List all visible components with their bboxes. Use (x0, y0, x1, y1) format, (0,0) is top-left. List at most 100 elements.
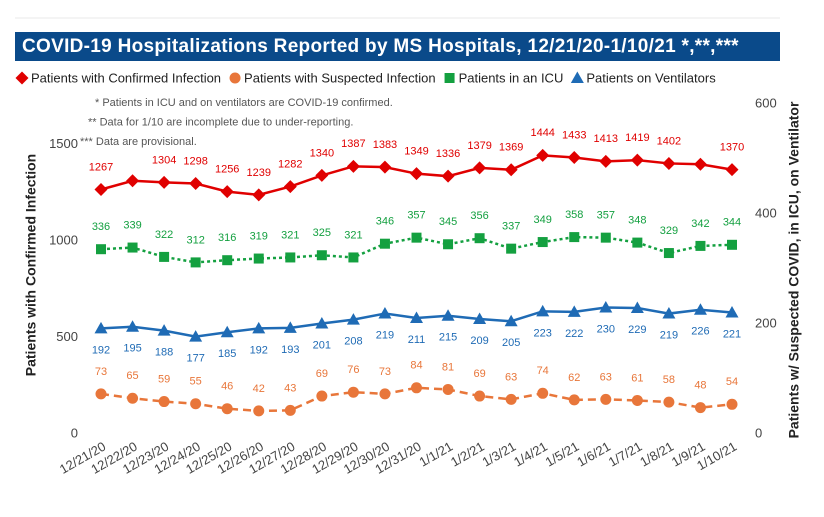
data-label: 81 (442, 361, 454, 373)
marker (662, 307, 676, 319)
data-label: 201 (313, 339, 331, 351)
marker (316, 390, 328, 402)
data-label: 1387 (341, 138, 365, 150)
series-line (100, 386, 733, 413)
data-label: 69 (473, 368, 485, 380)
marker (473, 161, 487, 175)
data-label: 205 (502, 337, 520, 349)
marker (725, 163, 739, 177)
data-label: 226 (691, 326, 709, 338)
y-axis-title: Patients with Confirmed Infection (23, 154, 39, 376)
data-label: 349 (534, 214, 552, 226)
marker (441, 309, 455, 321)
data-label: 58 (663, 374, 675, 386)
data-label: 211 (408, 334, 426, 346)
y-tick-label: 1500 (49, 136, 78, 151)
data-label: 1282 (278, 159, 302, 171)
marker (158, 396, 170, 408)
data-label: 321 (344, 229, 362, 241)
data-label: 337 (502, 221, 520, 233)
data-label: 1349 (404, 146, 428, 158)
x-tick-label: 1/5/21 (543, 439, 582, 470)
marker (253, 253, 264, 264)
legend-label: Patients with Confirmed Infection (31, 70, 221, 85)
data-label: 1413 (594, 133, 618, 145)
marker (252, 188, 266, 202)
marker (537, 387, 549, 399)
legend-label: Patients in an ICU (459, 70, 564, 85)
data-label: 42 (253, 383, 265, 395)
marker (379, 388, 391, 400)
x-tick-label: 1/6/21 (574, 439, 613, 470)
data-label: 325 (313, 227, 331, 239)
data-label: 229 (628, 324, 646, 336)
marker (410, 311, 423, 323)
data-label: 329 (660, 225, 678, 237)
data-label: 1340 (310, 147, 334, 159)
marker (568, 394, 580, 406)
marker (663, 396, 675, 408)
y2-tick-label: 600 (755, 95, 777, 110)
marker (378, 307, 392, 319)
data-label: 46 (221, 381, 233, 393)
y-tick-label: 500 (56, 329, 78, 344)
data-label: 221 (723, 328, 741, 340)
data-label: 74 (537, 365, 549, 377)
data-label: 55 (190, 376, 202, 388)
data-label: 185 (218, 348, 236, 360)
marker (567, 150, 581, 164)
data-label: 192 (92, 344, 110, 356)
marker (189, 177, 203, 191)
marker (127, 242, 138, 253)
data-label: 208 (344, 336, 362, 348)
data-label: 62 (568, 372, 580, 384)
data-label: 61 (631, 372, 643, 384)
data-label: 209 (470, 335, 488, 347)
marker (600, 393, 612, 405)
marker (663, 248, 674, 259)
marker (442, 383, 454, 395)
y2-axis-title: Patients w/ Suspected COVID, in ICU, on … (786, 101, 802, 438)
data-label: 65 (126, 370, 138, 382)
marker (693, 157, 707, 171)
data-label: 84 (410, 360, 422, 372)
y-tick-label: 0 (71, 425, 78, 440)
marker (632, 237, 643, 248)
data-label: 346 (376, 216, 394, 228)
marker (536, 304, 550, 317)
marker (725, 305, 739, 318)
marker (157, 324, 171, 336)
x-tick-label: 1/4/21 (511, 439, 550, 470)
marker (536, 148, 550, 162)
data-label: 195 (123, 343, 141, 355)
data-label: 1383 (373, 139, 397, 151)
marker (253, 405, 265, 417)
data-label: 59 (158, 373, 170, 385)
marker (630, 301, 644, 314)
title-banner (15, 32, 780, 61)
marker (229, 72, 241, 84)
marker (252, 321, 266, 334)
data-label: 177 (186, 353, 204, 365)
data-label: 215 (439, 332, 457, 344)
marker (220, 325, 234, 338)
marker (316, 250, 327, 261)
marker (599, 154, 613, 168)
data-label: 1369 (499, 142, 523, 154)
marker (630, 153, 644, 167)
data-label: 357 (407, 210, 425, 222)
marker (126, 174, 140, 188)
data-label: 1444 (530, 127, 554, 139)
marker (315, 168, 329, 182)
data-label: 1336 (436, 148, 460, 160)
data-label: 73 (379, 366, 391, 378)
marker (189, 330, 203, 342)
marker (726, 398, 738, 410)
data-label: 1298 (183, 155, 207, 167)
y2-tick-label: 200 (755, 315, 777, 330)
data-label: 356 (470, 210, 488, 222)
marker (95, 388, 107, 400)
data-label: 76 (347, 364, 359, 376)
marker (96, 244, 106, 255)
